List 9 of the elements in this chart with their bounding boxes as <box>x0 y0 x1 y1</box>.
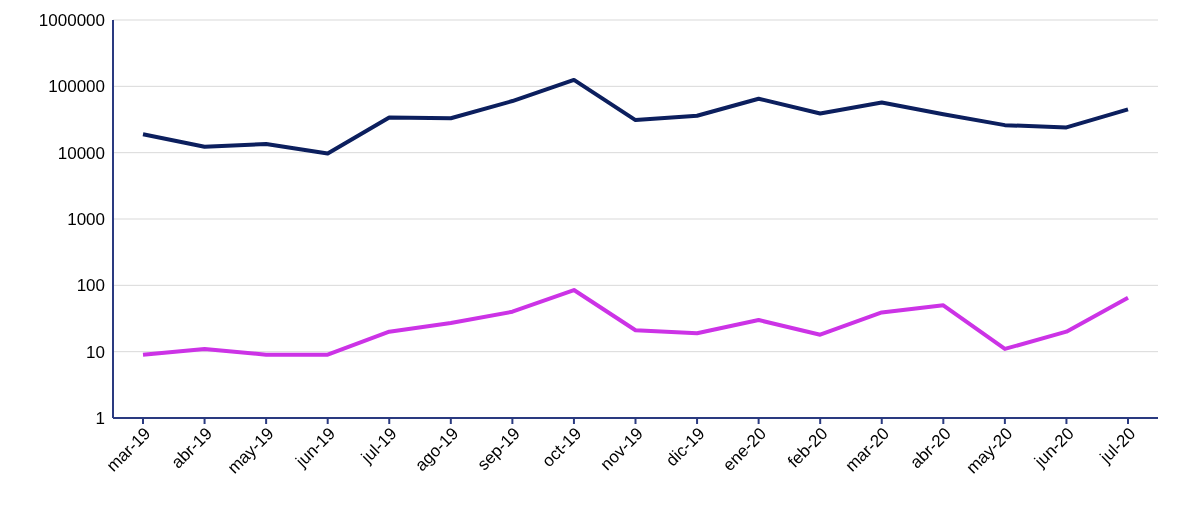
y-tick-label: 1000 <box>67 210 105 230</box>
y-tick-label: 10000 <box>57 143 105 163</box>
line-series <box>141 288 1130 357</box>
y-tick-label: 100000 <box>48 77 105 97</box>
y-tick-label: 100 <box>76 276 105 296</box>
line-series <box>141 77 1130 156</box>
y-tick-label: 10 <box>86 342 105 362</box>
y-tick-label: 1000000 <box>38 11 105 31</box>
y-tick-label: 1 <box>95 409 105 429</box>
